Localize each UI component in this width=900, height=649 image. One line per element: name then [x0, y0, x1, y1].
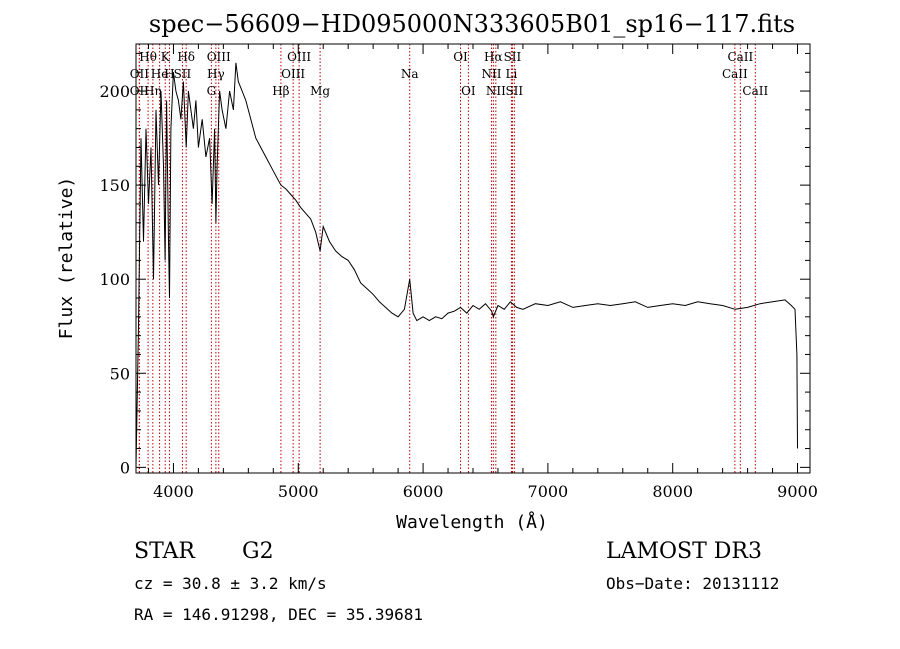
flux-series-line [135, 62, 798, 468]
chart-title: spec−56609−HD095000N333605B01_sp16−117.f… [149, 10, 795, 38]
redshift-cz: cz = 30.8 ± 3.2 km/s [134, 574, 327, 593]
spectral-line-label: OIII [281, 67, 305, 81]
x-tick-label: 6000 [403, 482, 444, 501]
y-tick-label: 100 [99, 270, 130, 289]
spectral-line-label: OII [130, 67, 150, 81]
spectral-line-label: NII [486, 84, 506, 98]
spectral-line-label: NII [481, 67, 501, 81]
spectral-line-label: H [164, 67, 174, 81]
spectral-line-label: CaII [727, 50, 753, 64]
x-axis-label: Wavelength (Å) [396, 511, 548, 533]
object-subclass: G2 [242, 539, 274, 564]
spectral-line-label: Li [506, 67, 518, 81]
spectral-line-label: SII [504, 50, 522, 64]
spectral-line-markers [138, 44, 756, 473]
y-tick-label: 200 [99, 82, 130, 101]
spectral-line-label: Hγ [207, 67, 225, 81]
spectral-line-label: Mg [310, 84, 330, 98]
spectral-line-label: Hβ [272, 84, 289, 98]
coordinates: RA = 146.91298, DEC = 35.39681 [134, 605, 423, 624]
x-tick-label: 4000 [153, 482, 194, 501]
x-tick-label: 9000 [777, 482, 818, 501]
spectral-line-label: K [161, 50, 171, 64]
spectral-line-label: OI [461, 84, 476, 98]
spectral-line-label: OIII [207, 50, 231, 64]
spectral-line-label: Hδ [177, 50, 195, 64]
y-tick-label: 0 [120, 458, 130, 477]
spectral-line-label: Hη [144, 84, 162, 98]
x-axis-ticks: 4000 5000 6000 7000 8000 9000 [147, 44, 818, 501]
object-class: STAR [134, 539, 196, 564]
observation-date: Obs−Date: 20131112 [606, 574, 779, 593]
x-tick-label: 7000 [528, 482, 569, 501]
spectral-line-label: He [151, 67, 169, 81]
spectral-line-label: Na [401, 67, 419, 81]
spectral-line-label: SII [505, 84, 523, 98]
spectral-line-label: OIII [287, 50, 311, 64]
spectral-line-label: G [207, 84, 217, 98]
x-tick-label: 5000 [278, 482, 319, 501]
spectral-line-label: CaII [722, 67, 748, 81]
spectral-line-label: Hθ [139, 50, 157, 64]
y-tick-label: 50 [110, 364, 130, 383]
spectral-line-label: SII [174, 67, 192, 81]
y-tick-label: 150 [99, 176, 130, 195]
y-axis-label: Flux (relative) [56, 177, 77, 340]
survey-name: LAMOST DR3 [606, 539, 762, 564]
y-axis-ticks: 0 50 100 150 200 [99, 52, 810, 477]
x-tick-label: 8000 [652, 482, 693, 501]
spectral-line-label: CaII [742, 84, 768, 98]
spectral-line-label: Hα [484, 50, 503, 64]
spectral-line-label: OI [453, 50, 468, 64]
